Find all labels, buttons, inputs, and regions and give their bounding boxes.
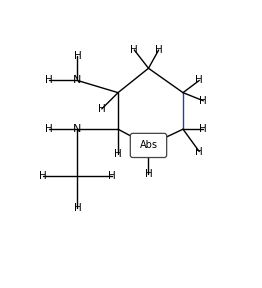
Text: Abs: Abs [139, 141, 157, 150]
Text: H: H [98, 104, 106, 114]
FancyBboxPatch shape [130, 133, 167, 158]
Text: N: N [73, 124, 81, 134]
Text: H: H [39, 171, 47, 181]
Text: H: H [145, 169, 152, 179]
Text: H: H [45, 124, 53, 134]
Text: H: H [195, 147, 203, 157]
Text: H: H [199, 96, 207, 106]
Text: H: H [155, 45, 162, 55]
Text: H: H [114, 149, 122, 159]
Text: N: N [73, 75, 81, 86]
Text: H: H [195, 75, 203, 86]
Text: H: H [130, 45, 138, 55]
Text: H: H [199, 124, 207, 134]
Text: H: H [45, 75, 53, 86]
Text: H: H [74, 203, 81, 213]
Text: H: H [108, 171, 116, 181]
Text: H: H [74, 51, 81, 61]
